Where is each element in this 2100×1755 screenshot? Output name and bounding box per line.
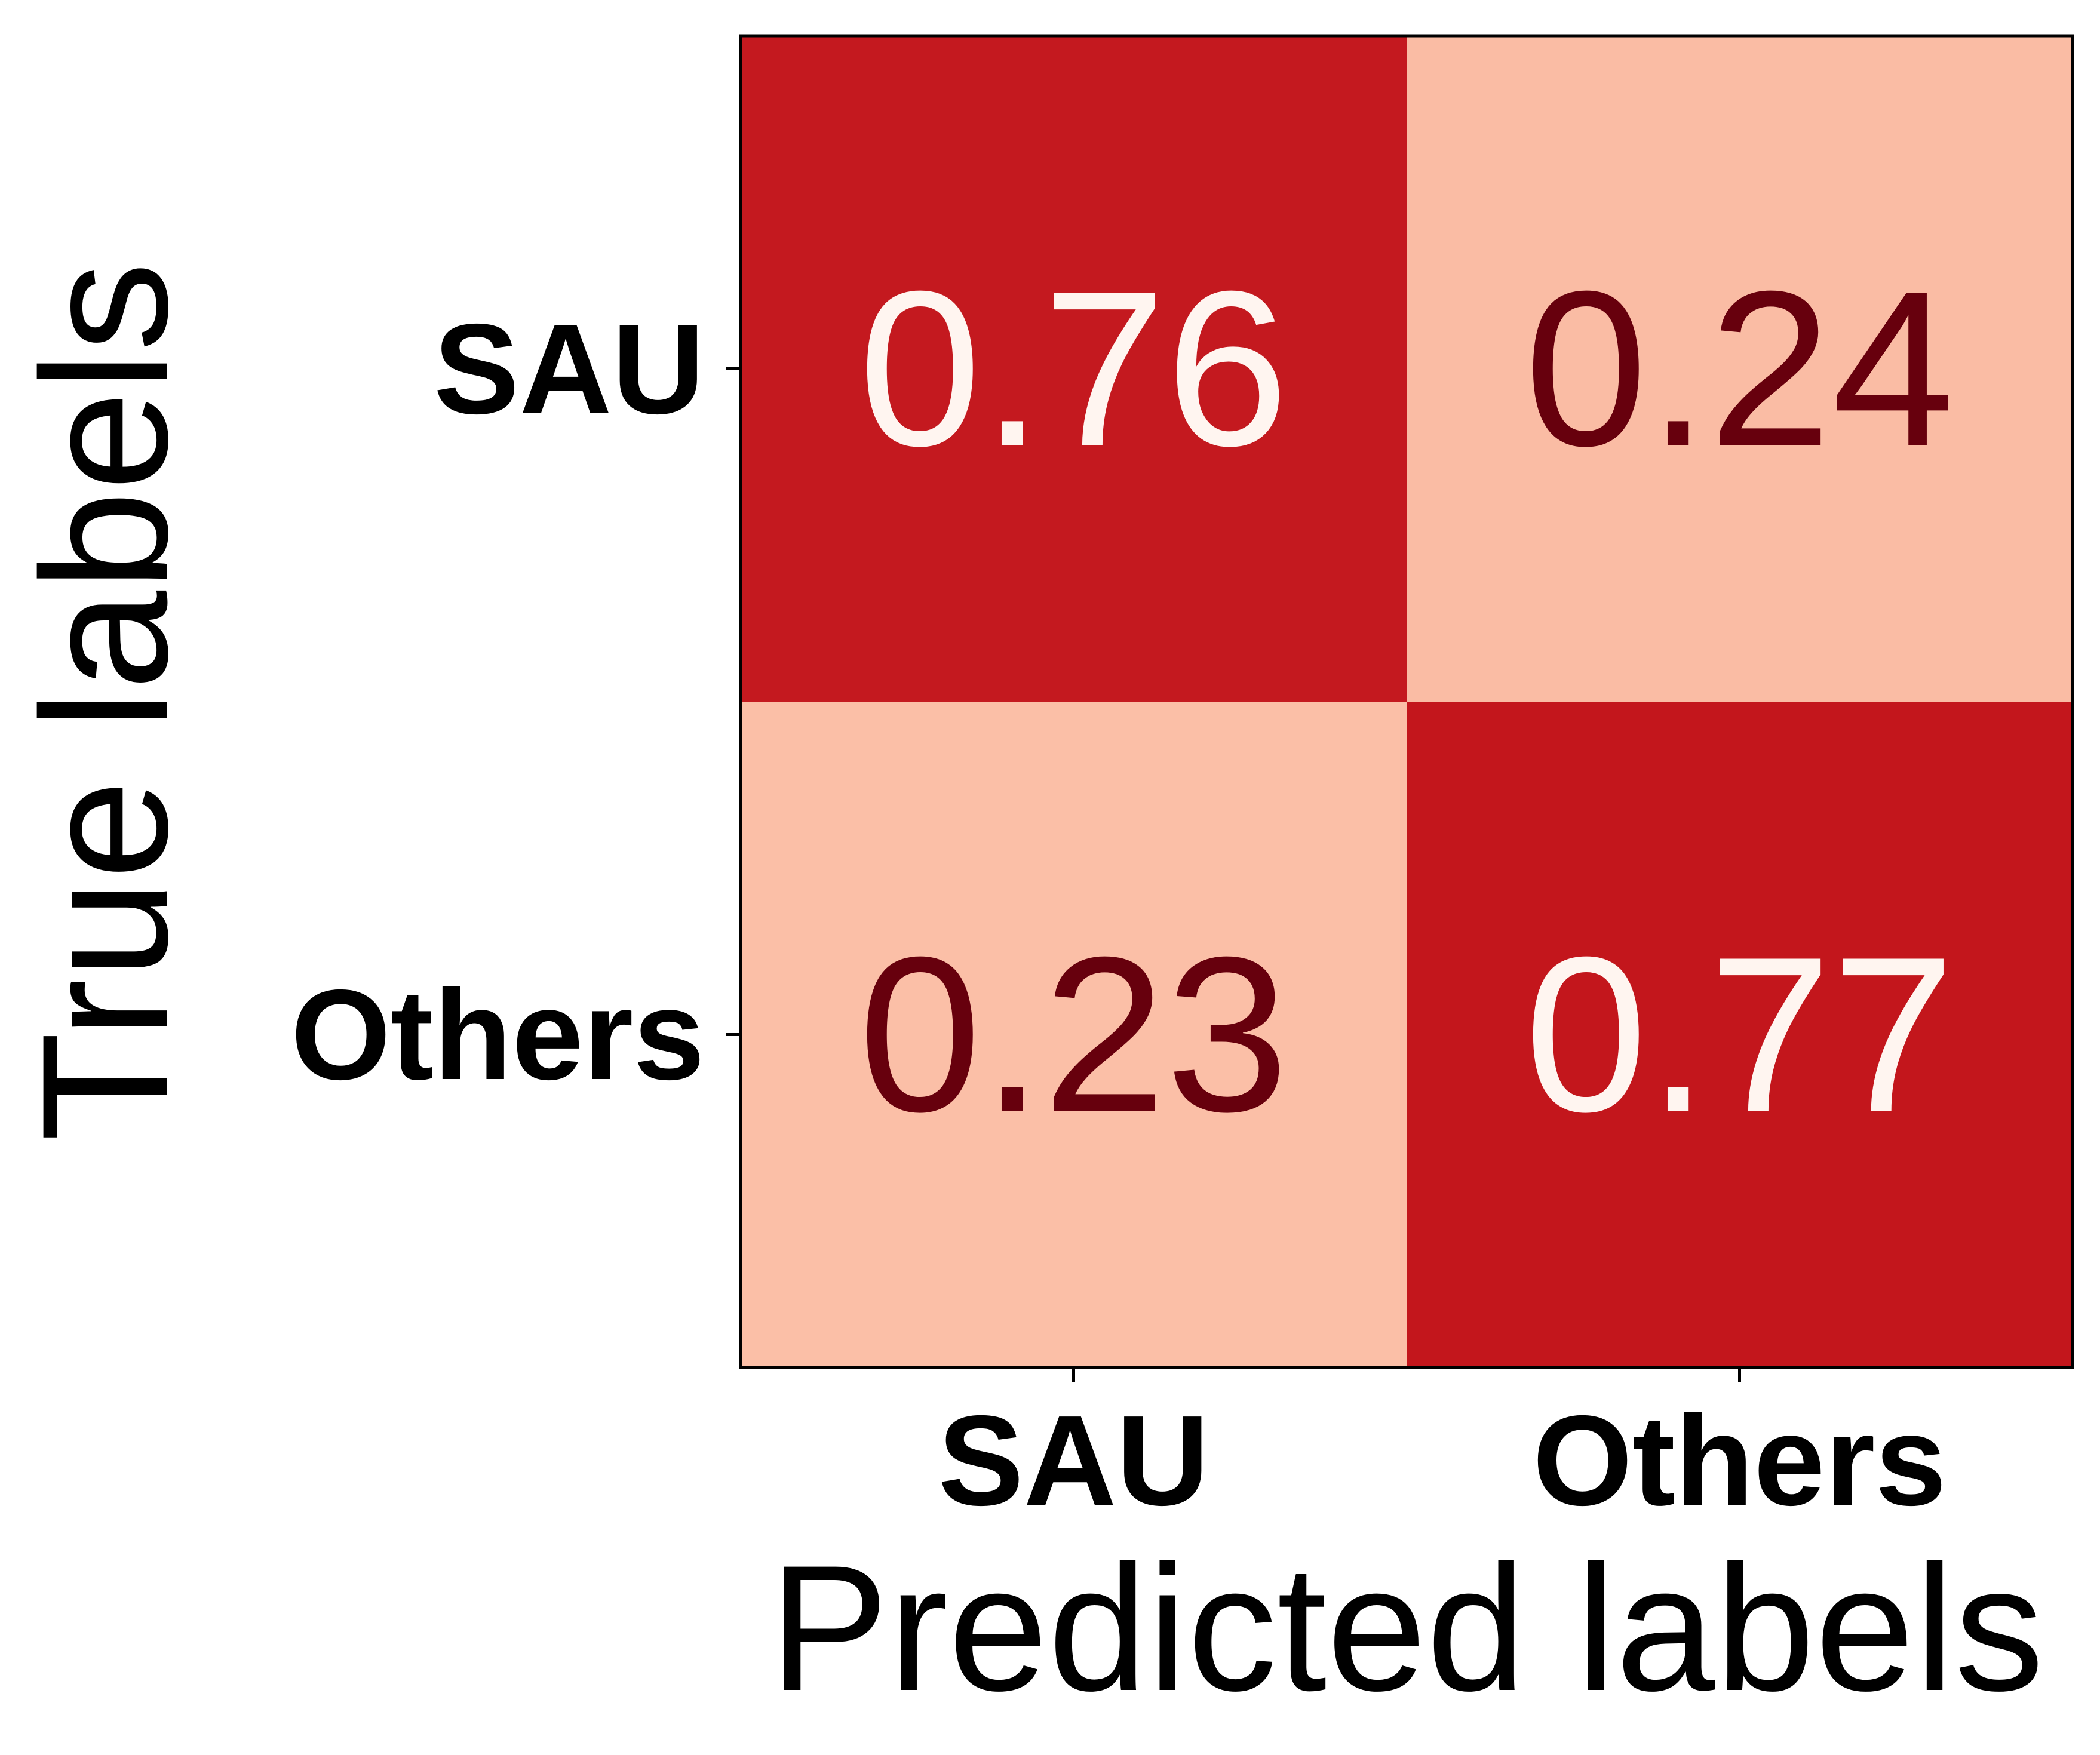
x-axis-label: Predicted labels: [769, 1527, 2044, 1728]
x-tick-label: Others: [1533, 1388, 1947, 1532]
cell-value-label-0-0: 0.76: [858, 245, 1288, 492]
cell-value-label-1-0: 0.23: [858, 911, 1288, 1158]
cell-value-label-0-1: 0.24: [1524, 245, 1954, 492]
heatmap-cell-1-1: [1407, 702, 2073, 1367]
x-tick-label: SAU: [938, 1388, 1209, 1532]
y-axis-ticks: SAU Others: [291, 297, 741, 1107]
plot-frame: [739, 34, 2074, 1369]
cell-value-label-1-1: 0.77: [1524, 911, 1954, 1158]
y-axis-label: True labels: [4, 262, 205, 1142]
heatmap-cell-0-1: [1407, 36, 2073, 702]
heatmap-cell-0-0: [741, 36, 1407, 702]
heatmap-cell-1-0: [741, 702, 1407, 1367]
x-axis-ticks: SAU Others: [938, 1367, 1947, 1532]
heatmap-cell-labels: 0.76 0.24 0.23 0.77: [858, 245, 1954, 1158]
y-tick-label: Others: [291, 963, 705, 1107]
heatmap-cells: [741, 36, 2073, 1367]
y-tick-label: SAU: [434, 297, 705, 441]
